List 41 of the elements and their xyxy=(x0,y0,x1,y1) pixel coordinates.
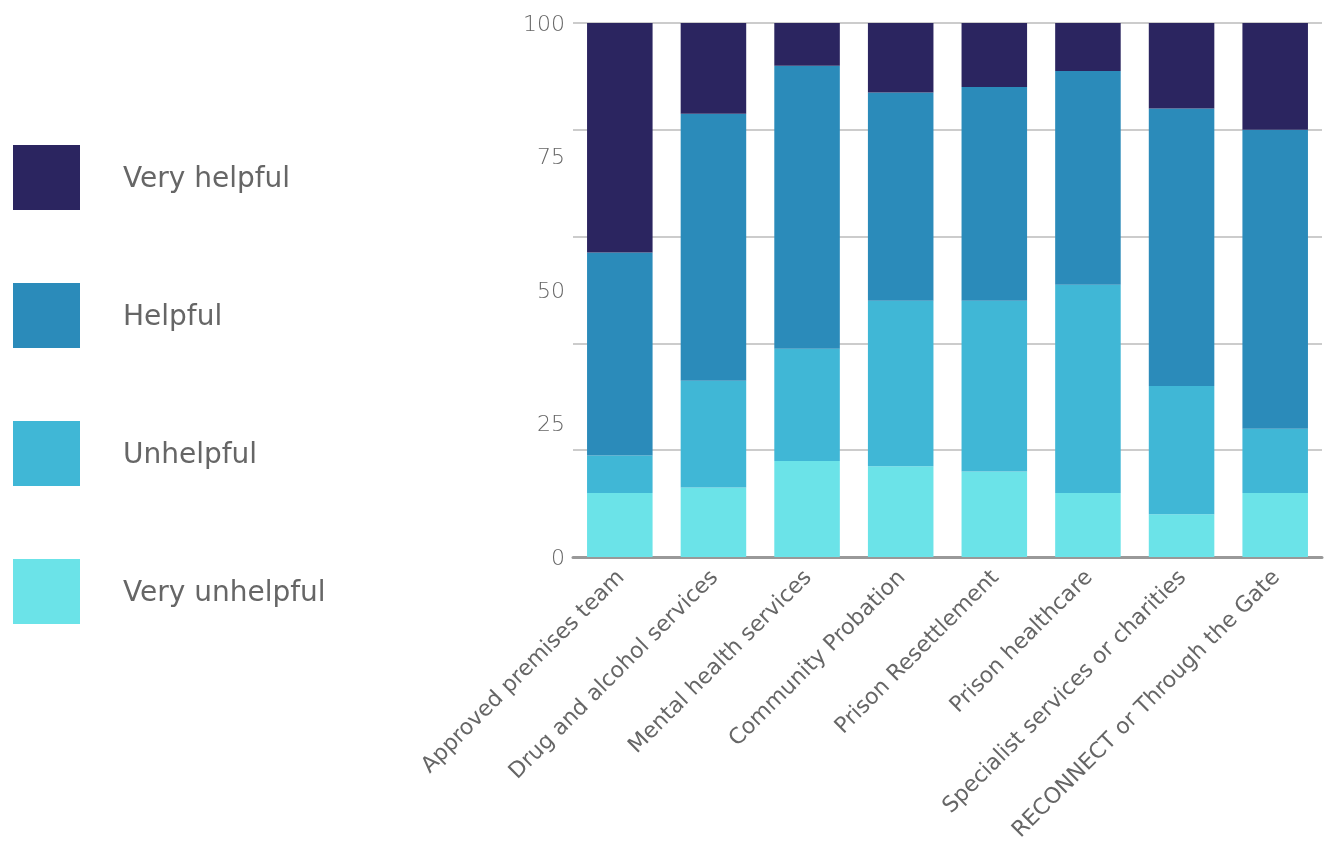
bar xyxy=(1055,71,1121,285)
y-tick-label: 0 xyxy=(551,544,565,570)
bar xyxy=(1055,284,1121,493)
bar xyxy=(1242,129,1308,429)
bar xyxy=(1055,492,1121,557)
legend-label: Helpful xyxy=(123,299,223,332)
bar xyxy=(774,348,840,461)
bar xyxy=(680,113,747,381)
bar xyxy=(774,65,840,349)
bar xyxy=(587,455,653,493)
bar xyxy=(587,23,653,253)
bar xyxy=(961,23,1028,88)
y-tick-label: 75 xyxy=(537,144,565,169)
y-tick-label: 50 xyxy=(537,277,565,303)
bar xyxy=(867,466,934,557)
bar xyxy=(587,492,653,557)
bar xyxy=(1242,492,1308,557)
bar xyxy=(867,300,934,467)
legend-label: Unhelpful xyxy=(123,437,258,470)
bar xyxy=(867,92,934,301)
bar xyxy=(1148,514,1215,557)
bar xyxy=(680,487,747,557)
bar xyxy=(961,87,1028,301)
legend-label: Very unhelpful xyxy=(123,575,326,608)
bar xyxy=(1242,23,1308,130)
y-tick-label: 100 xyxy=(523,10,565,36)
legend-label: Very helpful xyxy=(123,161,291,194)
bar xyxy=(1148,386,1215,515)
y-tick-label: 25 xyxy=(537,411,565,436)
bar xyxy=(867,23,934,93)
bar xyxy=(961,471,1028,557)
bar xyxy=(680,380,747,488)
bar xyxy=(961,300,1028,472)
bar xyxy=(1242,428,1308,493)
bar xyxy=(1055,23,1121,72)
bar xyxy=(1148,108,1215,387)
bar xyxy=(587,252,653,456)
bar xyxy=(774,460,840,557)
bar xyxy=(1148,23,1215,109)
bar xyxy=(680,23,747,114)
bar xyxy=(774,23,840,66)
